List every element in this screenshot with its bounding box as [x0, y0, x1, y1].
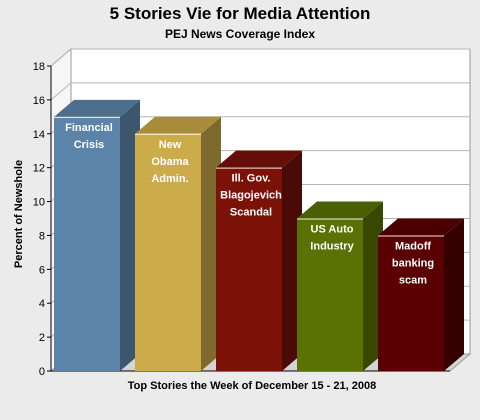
bar-top [297, 201, 383, 219]
y-tick-label: 14 [33, 129, 45, 141]
bar-label: Industry [310, 241, 354, 253]
bar [135, 133, 201, 371]
bar-top [135, 116, 221, 134]
bar [54, 116, 120, 371]
bar-label: Crisis [74, 139, 105, 151]
gridline [50, 48, 470, 67]
plot-area: 0 2 4 6 8 10 12 14 16 18 Financial Crisis New Obama Ad… [33, 47, 472, 378]
bar-label: Ill. Gov. [232, 173, 271, 185]
y-tick-label: 4 [39, 298, 45, 310]
y-tick-label: 12 [33, 163, 45, 175]
bar-label: Blagojevich [220, 190, 282, 202]
gridline [50, 82, 470, 101]
bar [297, 218, 363, 371]
y-tick-label: 18 [33, 61, 45, 73]
bar-label: scam [399, 274, 427, 286]
bar-top [216, 150, 302, 168]
bar-label: Obama [151, 156, 189, 168]
y-tick-label: 0 [39, 366, 45, 378]
bar-label: Scandal [230, 207, 272, 219]
bar-label: New [159, 139, 182, 151]
y-axis-title: Percent of Newshole [13, 160, 25, 268]
y-tick-label: 16 [33, 95, 45, 107]
bar-label: Financial [65, 122, 113, 134]
chart-subtitle: PEJ News Coverage Index [165, 27, 315, 41]
bar-label: Madoff [395, 240, 431, 252]
chart-title: 5 Stories Vie for Media Attention [110, 4, 371, 23]
y-tick-label: 8 [39, 230, 45, 242]
bar-top [378, 218, 464, 236]
bar-side [444, 218, 464, 371]
bar-top [54, 99, 140, 117]
bar-label: Admin. [151, 173, 188, 185]
y-tick-label: 10 [33, 197, 45, 209]
bar-label: US Auto [311, 224, 354, 236]
y-tick-label: 2 [39, 332, 45, 344]
bar [378, 235, 444, 371]
x-axis-title: Top Stories the Week of December 15 - 21… [128, 380, 376, 392]
y-tick-label: 6 [39, 264, 45, 276]
bar [216, 167, 282, 371]
bar-label: banking [392, 257, 434, 269]
